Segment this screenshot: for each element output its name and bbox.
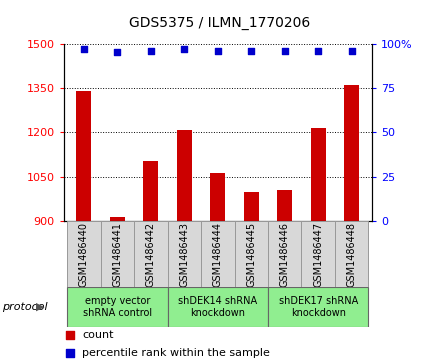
Bar [277,190,292,221]
Bar [134,221,168,287]
Point [114,49,121,55]
Bar [77,91,92,221]
Text: GSM1486442: GSM1486442 [146,221,156,287]
Bar [201,221,235,287]
Text: GSM1486443: GSM1486443 [180,221,189,287]
Point [315,48,322,54]
Bar [244,192,259,221]
Bar [143,161,158,221]
Text: shDEK17 shRNA
knockdown: shDEK17 shRNA knockdown [279,295,358,318]
Text: GDS5375 / ILMN_1770206: GDS5375 / ILMN_1770206 [129,16,311,30]
Bar [268,221,301,287]
Text: percentile rank within the sample: percentile rank within the sample [82,348,270,358]
Bar [344,85,359,221]
Text: protocol: protocol [2,302,48,312]
Text: GSM1486440: GSM1486440 [79,221,89,287]
Text: GSM1486446: GSM1486446 [280,221,290,287]
Bar [235,221,268,287]
Text: count: count [82,330,114,340]
Text: GSM1486444: GSM1486444 [213,221,223,287]
Point [348,48,355,54]
Bar [168,221,201,287]
Text: GSM1486448: GSM1486448 [347,221,357,287]
Point [281,48,288,54]
Text: ▶: ▶ [36,302,45,312]
Bar [168,287,268,327]
Bar [210,172,225,221]
Text: empty vector
shRNA control: empty vector shRNA control [83,295,152,318]
Bar [67,287,168,327]
Point [81,46,88,52]
Bar [101,221,134,287]
Bar [301,221,335,287]
Bar [67,221,101,287]
Point [270,117,277,123]
Text: GSM1486447: GSM1486447 [313,221,323,287]
Bar [177,130,192,221]
Bar [335,221,368,287]
Point [270,281,277,286]
Point [214,48,221,54]
Point [181,46,188,52]
Text: GSM1486441: GSM1486441 [112,221,122,287]
Bar [268,287,368,327]
Text: shDEK14 shRNA
knockdown: shDEK14 shRNA knockdown [178,295,257,318]
Bar [311,128,326,221]
Bar [110,217,125,221]
Point [147,48,154,54]
Point [248,48,255,54]
Text: GSM1486445: GSM1486445 [246,221,256,287]
